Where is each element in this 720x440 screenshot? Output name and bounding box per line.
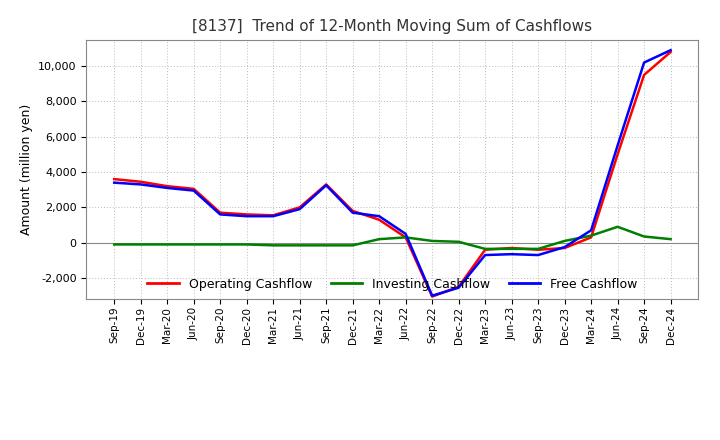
Operating Cashflow: [666, 49, 675, 55]
Investing Cashflow: [428, 238, 436, 244]
Investing Cashflow: [269, 243, 277, 248]
Investing Cashflow: [110, 242, 119, 247]
Free Cashflow: [110, 180, 119, 185]
Operating Cashflow: [428, 294, 436, 299]
Investing Cashflow: [666, 237, 675, 242]
Investing Cashflow: [375, 237, 384, 242]
Title: [8137]  Trend of 12-Month Moving Sum of Cashflows: [8137] Trend of 12-Month Moving Sum of C…: [192, 19, 593, 34]
Free Cashflow: [401, 231, 410, 236]
Free Cashflow: [322, 183, 330, 188]
Investing Cashflow: [508, 246, 516, 252]
Operating Cashflow: [534, 247, 542, 253]
Operating Cashflow: [243, 212, 251, 217]
Free Cashflow: [454, 285, 463, 290]
Free Cashflow: [348, 210, 357, 215]
Operating Cashflow: [587, 235, 595, 240]
Investing Cashflow: [322, 243, 330, 248]
Free Cashflow: [534, 253, 542, 258]
Free Cashflow: [613, 143, 622, 148]
Investing Cashflow: [613, 224, 622, 229]
Operating Cashflow: [136, 179, 145, 184]
Operating Cashflow: [163, 183, 171, 189]
Free Cashflow: [428, 293, 436, 298]
Free Cashflow: [375, 213, 384, 219]
Free Cashflow: [560, 245, 569, 250]
Free Cashflow: [136, 182, 145, 187]
Free Cashflow: [508, 252, 516, 257]
Investing Cashflow: [401, 235, 410, 240]
Investing Cashflow: [216, 242, 225, 247]
Operating Cashflow: [481, 247, 490, 253]
Operating Cashflow: [401, 235, 410, 240]
Legend: Operating Cashflow, Investing Cashflow, Free Cashflow: Operating Cashflow, Investing Cashflow, …: [143, 272, 642, 296]
Y-axis label: Amount (million yen): Amount (million yen): [19, 104, 32, 235]
Investing Cashflow: [136, 242, 145, 247]
Free Cashflow: [163, 185, 171, 191]
Free Cashflow: [189, 188, 198, 193]
Investing Cashflow: [348, 243, 357, 248]
Free Cashflow: [481, 253, 490, 258]
Line: Investing Cashflow: Investing Cashflow: [114, 227, 670, 249]
Line: Operating Cashflow: Operating Cashflow: [114, 52, 670, 297]
Investing Cashflow: [243, 242, 251, 247]
Investing Cashflow: [534, 246, 542, 252]
Free Cashflow: [216, 212, 225, 217]
Free Cashflow: [587, 227, 595, 233]
Operating Cashflow: [613, 152, 622, 157]
Operating Cashflow: [454, 284, 463, 290]
Investing Cashflow: [163, 242, 171, 247]
Operating Cashflow: [640, 72, 649, 77]
Operating Cashflow: [375, 217, 384, 222]
Investing Cashflow: [454, 239, 463, 245]
Line: Free Cashflow: Free Cashflow: [114, 50, 670, 296]
Investing Cashflow: [560, 238, 569, 244]
Investing Cashflow: [587, 233, 595, 238]
Free Cashflow: [666, 48, 675, 53]
Investing Cashflow: [295, 243, 304, 248]
Operating Cashflow: [189, 186, 198, 191]
Free Cashflow: [295, 206, 304, 212]
Operating Cashflow: [348, 208, 357, 213]
Investing Cashflow: [640, 234, 649, 239]
Operating Cashflow: [216, 210, 225, 215]
Free Cashflow: [640, 60, 649, 65]
Free Cashflow: [243, 213, 251, 219]
Operating Cashflow: [508, 246, 516, 251]
Investing Cashflow: [481, 246, 490, 252]
Operating Cashflow: [295, 205, 304, 210]
Investing Cashflow: [189, 242, 198, 247]
Operating Cashflow: [110, 176, 119, 182]
Operating Cashflow: [322, 182, 330, 187]
Free Cashflow: [269, 213, 277, 219]
Operating Cashflow: [560, 246, 569, 251]
Operating Cashflow: [269, 213, 277, 218]
